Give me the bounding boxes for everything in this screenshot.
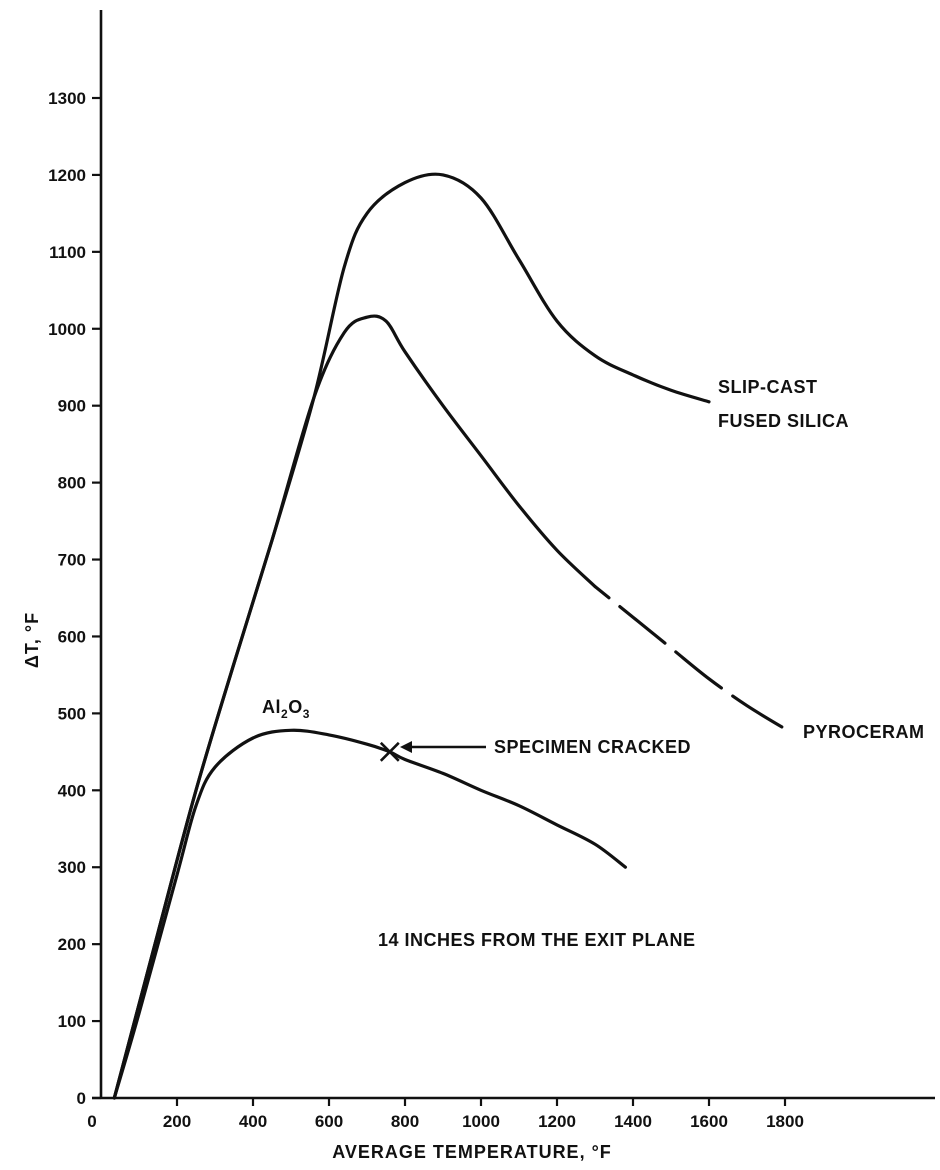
x-tick-label: 800	[391, 1112, 419, 1131]
x-tick-label: 1400	[614, 1112, 652, 1131]
al2o3-o: O	[288, 697, 303, 717]
x-tick-label: 0	[87, 1112, 96, 1131]
x-tick-label: 1000	[462, 1112, 500, 1131]
al2o3-sub2: 3	[303, 707, 310, 721]
curve-al2o3	[112, 728, 627, 1100]
y-tick-label: 0	[77, 1089, 86, 1108]
y-tick-label: 400	[58, 781, 86, 800]
al2o3-al: Al	[262, 697, 281, 717]
specimen-cracked-x-mark	[379, 741, 400, 762]
y-tick-label: 700	[58, 551, 86, 570]
y-tick-label: 900	[58, 397, 86, 416]
x-tick-label: 1800	[766, 1112, 804, 1131]
al2o3-sub1: 2	[281, 707, 288, 721]
x-tick-label: 400	[239, 1112, 267, 1131]
location-note: 14 INCHES FROM THE EXIT PLANE	[378, 930, 696, 950]
curves-group	[112, 172, 795, 1100]
curve-slip-cast-fused-silica	[112, 172, 711, 1100]
curve-label-al2o3: Al2O3	[262, 697, 310, 721]
y-tick-label: 1100	[49, 243, 86, 262]
y-tick-label: 600	[58, 627, 86, 646]
y-tick-label: 200	[58, 935, 86, 954]
x-tick-label: 600	[315, 1112, 343, 1131]
curve-label-silica-line2: FUSED SILICA	[718, 411, 849, 431]
y-tick-label: 1300	[48, 89, 86, 108]
curve-pyroceram-dashed	[593, 584, 795, 735]
y-tick-label: 100	[58, 1012, 86, 1031]
y-tick-label: 300	[58, 858, 86, 877]
curve-pyroceram	[112, 314, 597, 1100]
axis-ticks: 0 200 400 600 800 1000 1200 1400 1600 1800 0 100 200…	[48, 89, 804, 1131]
x-axis-title: AVERAGE TEMPERATURE, °F	[332, 1142, 612, 1162]
y-tick-label: 1200	[48, 166, 86, 185]
x-tick-label: 1600	[690, 1112, 728, 1131]
curve-label-pyroceram: PYROCERAM	[803, 722, 925, 742]
y-tick-label: 800	[58, 474, 86, 493]
y-axis-title: ΔT, °F	[22, 612, 42, 668]
y-tick-label: 500	[58, 704, 86, 723]
x-tick-label: 200	[163, 1112, 191, 1131]
y-tick-label: 1000	[48, 320, 86, 339]
curve-label-silica-line1: SLIP-CAST	[718, 377, 818, 397]
x-tick-label: 1200	[538, 1112, 576, 1131]
specimen-cracked-label: SPECIMEN CRACKED	[494, 737, 691, 757]
